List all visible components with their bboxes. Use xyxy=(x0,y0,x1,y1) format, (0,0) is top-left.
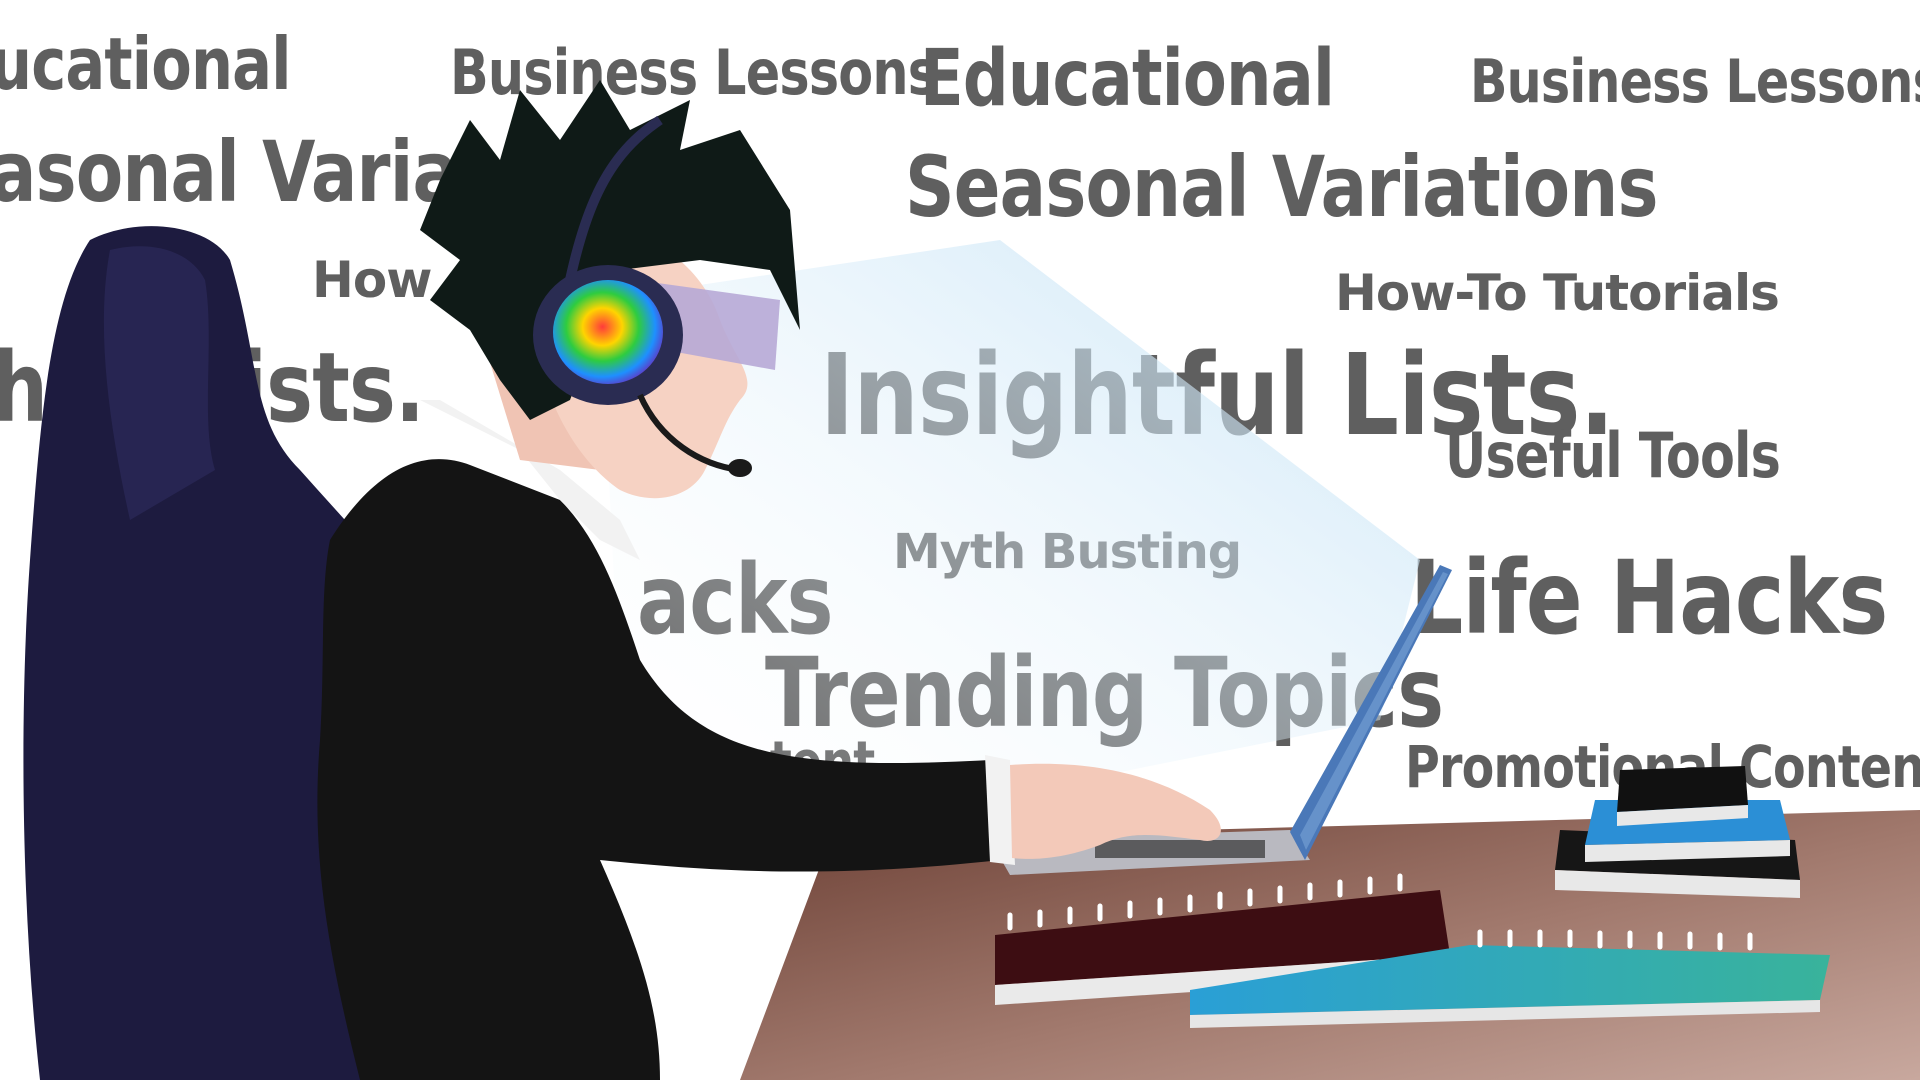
word-ists-left: ists. xyxy=(240,332,425,444)
word-how-left: How xyxy=(312,251,432,309)
word-educational-left: ucational xyxy=(0,22,291,106)
headset-rainbow xyxy=(553,280,663,384)
jacket xyxy=(317,459,1001,1080)
notebook-teal xyxy=(1190,945,1830,1015)
word-how-to-tutorials: How-To Tutorials xyxy=(1335,264,1780,322)
shirt-collar xyxy=(420,400,640,560)
word-seasonal-variations: Seasonal Variations xyxy=(905,138,1658,236)
chair-highlight xyxy=(103,246,215,520)
notebook-teal-spiral xyxy=(1477,929,1753,951)
headset-mic xyxy=(637,393,741,473)
word-life-hacks: Life Hacks xyxy=(1410,539,1888,658)
word-business-lessons-left: Business Lessons xyxy=(450,36,938,109)
mic-tip xyxy=(728,459,752,477)
shirt-cuff xyxy=(985,755,1015,865)
word-useful-tools: Useful Tools xyxy=(1445,419,1781,492)
word-seasonal-left: asonal Varia xyxy=(0,123,459,221)
hair xyxy=(420,80,800,420)
laptop-keyboard xyxy=(1095,840,1265,858)
word-educational-center: Educational xyxy=(920,34,1335,124)
hand xyxy=(1010,763,1221,859)
book-stack-top xyxy=(1617,766,1748,812)
screen-glow xyxy=(600,240,1420,820)
notebook-maroon xyxy=(995,890,1450,985)
word-business-lessons-right: Business Lessons xyxy=(1470,47,1920,117)
notebook-spiral xyxy=(1007,873,1403,931)
word-h-left: h xyxy=(0,340,48,436)
